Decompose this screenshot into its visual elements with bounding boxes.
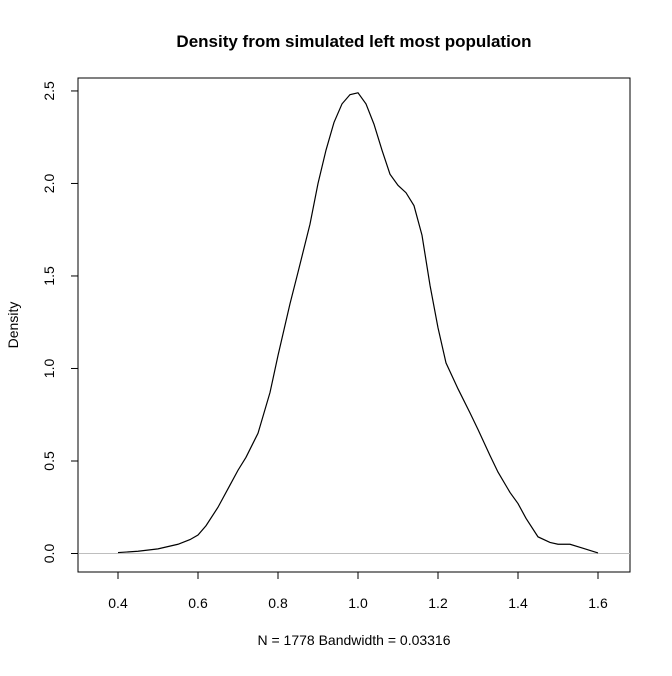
- x-axis-label: N = 1778 Bandwidth = 0.03316: [257, 632, 450, 648]
- density-curve: [117, 92, 599, 554]
- y-axis: 0.0 0.5 1.0 1.5 2.0 2.5: [41, 81, 79, 564]
- x-tick-label: 1.6: [588, 595, 608, 611]
- plot-frame: [77, 77, 631, 573]
- y-tick-label: 1.0: [41, 359, 57, 379]
- x-tick-label: 0.6: [188, 595, 208, 611]
- y-tick-label: 2.0: [41, 174, 57, 194]
- x-tick-label: 1.0: [348, 595, 368, 611]
- y-tick-label: 2.5: [41, 81, 57, 101]
- x-tick-label: 1.4: [508, 595, 528, 611]
- x-tick-label: 1.2: [428, 595, 448, 611]
- x-axis: 0.4 0.6 0.8 1.0 1.2 1.4 1.6: [108, 571, 608, 611]
- x-tick-label: 0.4: [108, 595, 128, 611]
- y-axis-label: Density: [5, 302, 21, 349]
- y-tick-label: 1.5: [41, 266, 57, 286]
- x-tick-label: 0.8: [268, 595, 288, 611]
- y-tick-label: 0.0: [41, 544, 57, 564]
- chart-title: Density from simulated left most populat…: [176, 32, 531, 51]
- y-tick-label: 0.5: [41, 451, 57, 471]
